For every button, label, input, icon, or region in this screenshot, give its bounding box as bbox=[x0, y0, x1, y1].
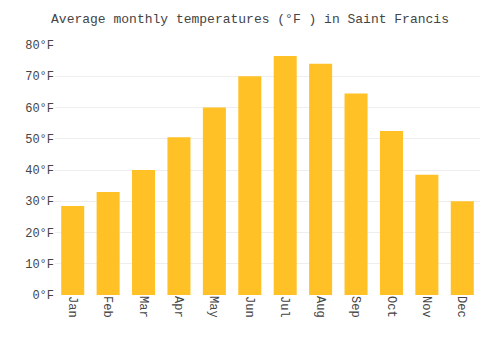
svg-text:Dec: Dec bbox=[454, 296, 468, 318]
svg-text:30°F: 30°F bbox=[25, 195, 54, 209]
svg-text:Sep: Sep bbox=[348, 296, 362, 318]
svg-text:Apr: Apr bbox=[171, 296, 185, 318]
svg-text:Average monthly temperatures (: Average monthly temperatures (°F ) in Sa… bbox=[51, 12, 449, 27]
svg-text:60°F: 60°F bbox=[25, 102, 54, 116]
svg-text:40°F: 40°F bbox=[25, 164, 54, 178]
svg-text:Mar: Mar bbox=[136, 296, 150, 318]
svg-text:Oct: Oct bbox=[384, 296, 398, 318]
svg-text:70°F: 70°F bbox=[25, 70, 54, 84]
svg-text:Aug: Aug bbox=[313, 296, 327, 318]
svg-text:Jul: Jul bbox=[277, 296, 291, 318]
svg-text:0°F: 0°F bbox=[32, 289, 54, 303]
svg-text:80°F: 80°F bbox=[25, 39, 54, 53]
svg-text:10°F: 10°F bbox=[25, 258, 54, 272]
svg-text:Jan: Jan bbox=[65, 296, 79, 318]
svg-text:20°F: 20°F bbox=[25, 227, 54, 241]
svg-text:Jun: Jun bbox=[242, 296, 256, 318]
svg-text:May: May bbox=[206, 296, 220, 318]
svg-text:50°F: 50°F bbox=[25, 133, 54, 147]
svg-text:Feb: Feb bbox=[100, 296, 114, 318]
svg-text:Nov: Nov bbox=[419, 296, 433, 318]
